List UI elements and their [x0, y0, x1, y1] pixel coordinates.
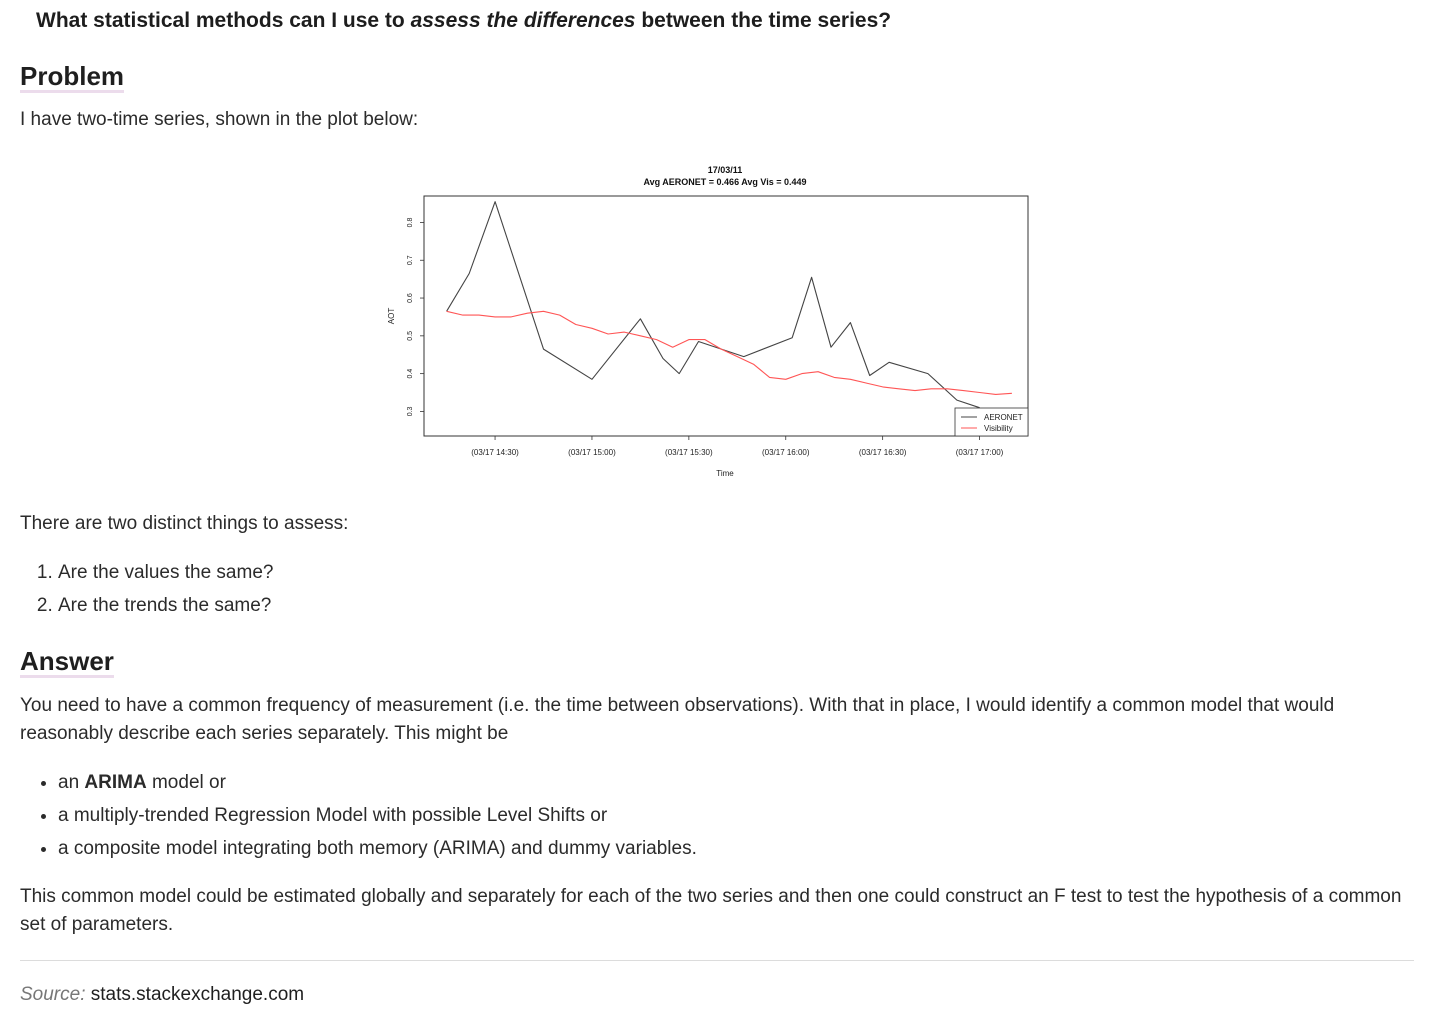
y-tick-label: 0.4 — [407, 369, 414, 379]
x-axis: (03/17 14:30) (03/17 15:00) (03/17 15:30) (… — [471, 436, 1004, 457]
y-tick-label: 0.3 — [407, 406, 414, 416]
legend-label-visibility: Visibility — [984, 424, 1013, 433]
model-list: an ARIMA model or a multiply-trended Reg… — [20, 766, 697, 865]
assess-list: Are the values the same? Are the trends … — [20, 556, 273, 622]
list-item: Are the values the same? — [58, 556, 273, 589]
source-link[interactable]: stats.stackexchange.com — [90, 984, 305, 1005]
y-tick-label: 0.6 — [407, 293, 414, 303]
list-item: a composite model integrating both memor… — [58, 832, 697, 865]
series-layer — [446, 201, 1012, 409]
x-tick-label: (03/17 16:30) — [859, 448, 907, 457]
source-line: Source: stats.stackexchange.com — [20, 984, 304, 1006]
series-line-aeronet — [446, 201, 980, 409]
divider — [20, 960, 1414, 961]
x-tick-label: (03/17 14:30) — [471, 448, 519, 457]
x-tick-label: (03/17 17:00) — [956, 448, 1004, 457]
list-item: Are the trends the same? — [58, 589, 273, 622]
bullet-text: an — [58, 772, 85, 793]
question-suffix: between the time series? — [635, 9, 892, 32]
x-axis-label: Time — [716, 469, 734, 478]
answer-heading: Answer — [20, 646, 114, 678]
bullet-text: a multiply-trended Regression Model with… — [58, 805, 608, 826]
y-tick-label: 0.5 — [407, 331, 414, 341]
source-label: Source: — [20, 984, 86, 1005]
series-line-visibility — [446, 310, 1012, 395]
y-axis-label: AOT — [387, 308, 396, 325]
answer-paragraph-1: You need to have a common frequency of m… — [20, 695, 1335, 744]
bullet-text: model or — [146, 772, 226, 793]
assess-text: There are two distinct things to assess: — [20, 513, 349, 534]
legend-label-aeronet: AERONET — [984, 413, 1023, 422]
question-title: What statistical methods can I use to as… — [36, 9, 891, 33]
chart-title: 17/03/11 — [708, 165, 743, 175]
problem-intro: I have two-time series, shown in the plo… — [20, 109, 419, 130]
chart-legend: AERONET Visibility — [954, 407, 1029, 437]
bullet-text: a composite model integrating both memor… — [58, 838, 697, 859]
x-tick-label: (03/17 15:30) — [665, 448, 713, 457]
time-series-chart: 17/03/11 Avg AERONET = 0.466 Avg Vis = 0… — [378, 158, 1038, 488]
list-item: a multiply-trended Regression Model with… — [58, 799, 697, 832]
legend-box — [954, 407, 1029, 437]
question-emphasis: assess the differences — [410, 9, 636, 32]
chart-subtitle: Avg AERONET = 0.466 Avg Vis = 0.449 — [643, 177, 806, 187]
list-item: an ARIMA model or — [58, 766, 697, 799]
problem-heading: Problem — [20, 61, 125, 93]
x-tick-label: (03/17 16:00) — [762, 448, 810, 457]
y-tick-label: 0.8 — [407, 217, 414, 227]
y-tick-label: 0.7 — [407, 255, 414, 265]
x-tick-label: (03/17 15:00) — [568, 448, 616, 457]
question-prefix: What statistical methods can I use to — [36, 9, 411, 32]
bullet-bold: ARIMA — [84, 772, 147, 793]
plot-frame — [423, 195, 1029, 437]
y-axis: 0.3 0.4 0.5 0.6 0.7 0.8 — [407, 217, 424, 416]
answer-paragraph-2: This common model could be estimated glo… — [20, 886, 1402, 935]
chart-svg: 17/03/11 Avg AERONET = 0.466 Avg Vis = 0… — [387, 165, 1029, 478]
